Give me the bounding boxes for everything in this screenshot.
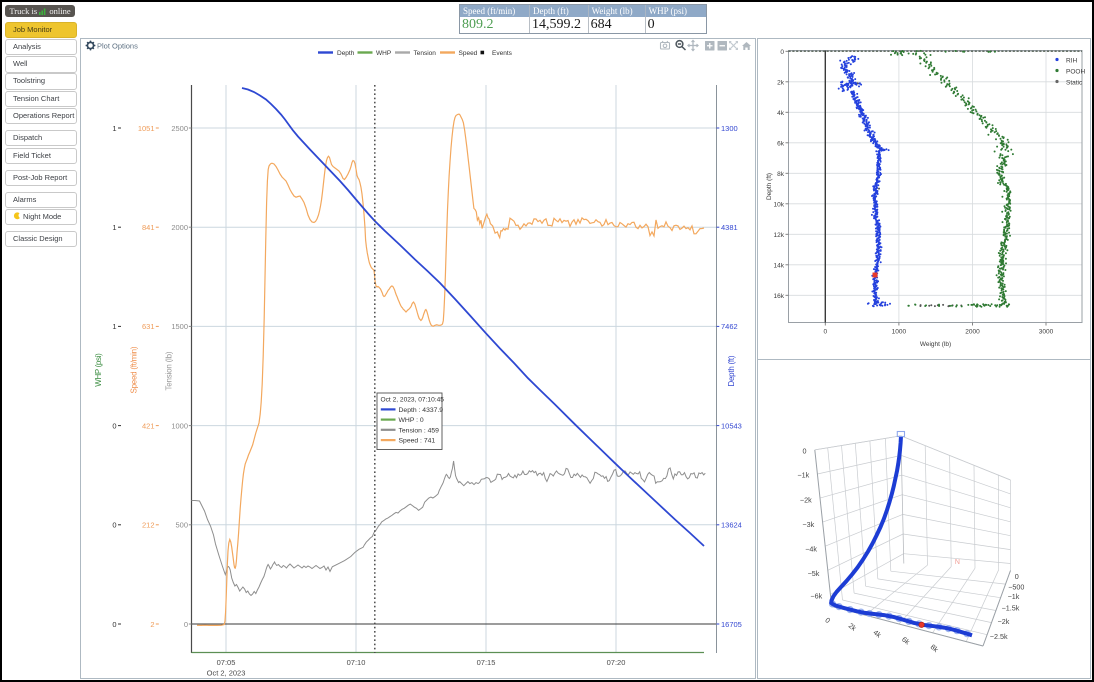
svg-text:N: N <box>955 559 960 566</box>
svg-text:−3k: −3k <box>802 520 814 529</box>
svg-text:−2k: −2k <box>998 617 1010 626</box>
svg-text:2k: 2k <box>847 621 859 633</box>
svg-text:212: 212 <box>142 521 155 530</box>
svg-text:10543: 10543 <box>721 421 742 430</box>
svg-text:3000: 3000 <box>1039 329 1054 336</box>
svg-text:0: 0 <box>1015 572 1019 581</box>
svg-text:2000: 2000 <box>171 223 188 232</box>
svg-text:Weight (lb): Weight (lb) <box>920 341 951 348</box>
svg-text:Oct 2, 2023, 07:10:45: Oct 2, 2023, 07:10:45 <box>381 396 445 403</box>
svg-text:6k: 6k <box>900 635 912 647</box>
svg-text:Tension (lb): Tension (lb) <box>165 351 174 390</box>
svg-text:Depth (ft): Depth (ft) <box>727 355 736 386</box>
svg-text:1000: 1000 <box>171 421 188 430</box>
svg-text:1300: 1300 <box>721 124 738 133</box>
svg-text:WHP: WHP <box>376 50 391 57</box>
svg-text:16705: 16705 <box>721 620 742 629</box>
svg-text:0: 0 <box>780 49 784 56</box>
svg-text:RIH: RIH <box>1066 58 1078 65</box>
svg-text:Speed (ft/min): Speed (ft/min) <box>130 346 139 393</box>
svg-text:Oct 2, 2023: Oct 2, 2023 <box>207 669 246 678</box>
svg-text:WHP (psi): WHP (psi) <box>94 353 103 387</box>
svg-text:4381: 4381 <box>721 223 738 232</box>
svg-text:Depth: Depth <box>337 50 355 57</box>
svg-text:07:15: 07:15 <box>477 658 496 667</box>
svg-text:−2.5k: −2.5k <box>990 632 1008 641</box>
svg-text:0: 0 <box>112 620 116 629</box>
svg-text:13624: 13624 <box>721 521 742 530</box>
svg-text:1500: 1500 <box>171 322 188 331</box>
svg-text:14k: 14k <box>774 262 785 269</box>
svg-text:1051: 1051 <box>138 124 155 133</box>
svg-text:1: 1 <box>112 223 116 232</box>
svg-text:2500: 2500 <box>171 124 188 133</box>
svg-text:8k: 8k <box>777 171 785 178</box>
svg-text:1000: 1000 <box>892 329 907 336</box>
svg-text:−2k: −2k <box>800 496 812 505</box>
svg-text:07:10: 07:10 <box>347 658 366 667</box>
svg-text:4k: 4k <box>777 110 785 117</box>
svg-text:07:20: 07:20 <box>607 658 626 667</box>
svg-text:07:05: 07:05 <box>217 658 236 667</box>
svg-text:0: 0 <box>803 447 807 456</box>
svg-text:Depth (ft): Depth (ft) <box>766 173 773 200</box>
svg-text:16k: 16k <box>774 293 785 300</box>
svg-text:6k: 6k <box>777 140 785 147</box>
svg-text:1: 1 <box>112 322 116 331</box>
svg-text:Tension: Tension <box>414 50 437 57</box>
svg-text:Static: Static <box>1066 80 1083 87</box>
svg-text:−4k: −4k <box>805 545 817 554</box>
svg-text:WHP : 0: WHP : 0 <box>399 417 424 424</box>
svg-text:−500: −500 <box>1008 582 1024 591</box>
svg-text:Plot Options: Plot Options <box>97 42 138 51</box>
svg-text:Speed: Speed <box>459 50 478 57</box>
svg-text:0: 0 <box>112 521 116 530</box>
svg-text:−1k: −1k <box>797 471 809 480</box>
svg-text:2k: 2k <box>777 79 785 86</box>
svg-text:POOH: POOH <box>1066 69 1085 76</box>
svg-text:2000: 2000 <box>965 329 980 336</box>
svg-text:0: 0 <box>823 616 832 626</box>
svg-text:841: 841 <box>142 223 155 232</box>
svg-text:−5k: −5k <box>808 569 820 578</box>
svg-text:421: 421 <box>142 421 155 430</box>
svg-text:Depth : 4337.9: Depth : 4337.9 <box>399 407 444 414</box>
svg-text:500: 500 <box>175 521 188 530</box>
svg-text:12k: 12k <box>774 232 785 239</box>
svg-text:7462: 7462 <box>721 322 738 331</box>
svg-text:−1k: −1k <box>1008 592 1020 601</box>
svg-text:Events: Events <box>492 50 513 57</box>
svg-text:−1.5k: −1.5k <box>1002 603 1020 612</box>
svg-text:1: 1 <box>112 124 116 133</box>
svg-text:4k: 4k <box>872 628 884 640</box>
svg-text:631: 631 <box>142 322 155 331</box>
svg-text:10k: 10k <box>774 201 785 208</box>
svg-text:−6k: −6k <box>810 591 822 600</box>
svg-text:Tension : 459: Tension : 459 <box>399 427 440 434</box>
svg-text:Speed : 741: Speed : 741 <box>399 438 436 445</box>
svg-text:0: 0 <box>184 620 188 629</box>
svg-text:0: 0 <box>112 421 116 430</box>
svg-text:2: 2 <box>150 620 154 629</box>
svg-text:8k: 8k <box>929 642 941 654</box>
svg-text:0: 0 <box>823 329 827 336</box>
